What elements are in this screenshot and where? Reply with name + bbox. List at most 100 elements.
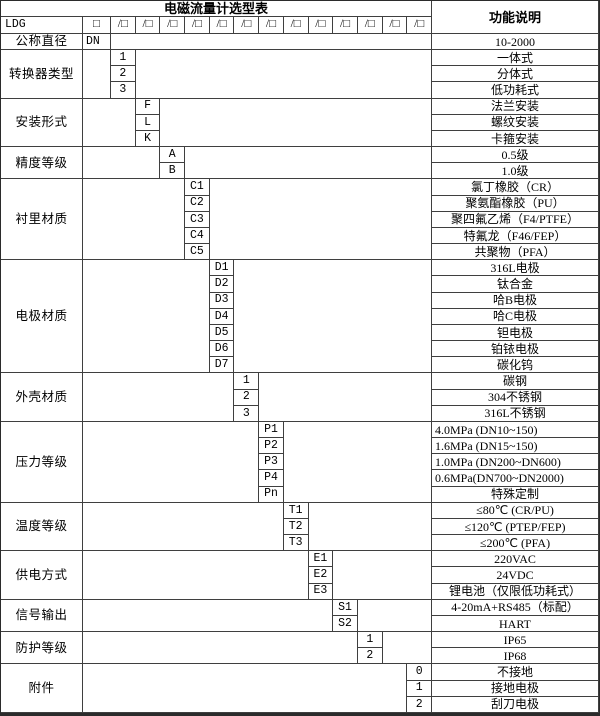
code-slot-cell: /□ [259, 17, 284, 34]
desc-cell: 1.6MPa (DN15~150) [432, 438, 599, 455]
code-cell: P2 [259, 438, 284, 455]
code-cell: D2 [209, 276, 235, 293]
desc-cell: 4.0MPa (DN10~150) [432, 421, 599, 439]
desc-cell: 1.0级 [432, 163, 599, 180]
code-cell: 1 [111, 50, 136, 67]
desc-cell: 一体式 [432, 50, 599, 67]
code-cell: D3 [209, 292, 235, 309]
filler-cell [160, 98, 432, 148]
desc-cell: 哈C电极 [432, 308, 599, 325]
desc-cell: 铂铱电极 [432, 341, 599, 358]
code-slot-cell: /□ [209, 17, 235, 34]
desc-cell: 10-2000 [432, 34, 599, 51]
group-label: 转换器类型 [1, 50, 83, 99]
code-cell: T2 [283, 518, 309, 536]
desc-cell: HART [432, 615, 599, 633]
desc-cell: 钽电极 [432, 324, 599, 342]
code-cell: S2 [333, 615, 358, 633]
code-cell: C2 [185, 195, 210, 212]
filler-cell [83, 599, 334, 633]
code-slot-cell: /□ [407, 17, 432, 34]
code-cell: D4 [209, 308, 235, 325]
filler-cell [83, 50, 111, 99]
code-cell: P4 [259, 470, 284, 487]
desc-cell: 316L电极 [432, 260, 599, 277]
group-label: 附件 [1, 664, 83, 713]
code-cell: 1 [357, 632, 383, 649]
code-slot-cell: /□ [382, 17, 408, 34]
desc-cell: 哈B电极 [432, 292, 599, 309]
filler-cell [283, 421, 432, 503]
code-cell: 2 [111, 66, 136, 83]
filler-cell [185, 147, 432, 180]
desc-cell: 碳化钨 [432, 357, 599, 374]
code-cell: B [160, 163, 186, 180]
desc-cell: 低功耗式 [432, 82, 599, 99]
code-slot-cell: /□ [160, 17, 186, 34]
filler-cell [83, 98, 136, 148]
code-slot-cell: /□ [357, 17, 383, 34]
code-cell: C5 [185, 244, 210, 261]
desc-cell: 不接地 [432, 664, 599, 681]
desc-cell: IP65 [432, 632, 599, 649]
code-cell: D1 [209, 260, 235, 277]
desc-cell: 4-20mA+RS485（标配） [432, 599, 599, 616]
desc-cell: 316L不锈钢 [432, 405, 599, 422]
filler-cell [135, 50, 432, 99]
filler-cell [83, 551, 309, 600]
code-slot-cell: /□ [185, 17, 210, 34]
filler-cell [209, 179, 432, 261]
code-cell: E1 [308, 551, 334, 568]
desc-cell: ≤80℃ (CR/PU) [432, 502, 599, 519]
desc-cell: 1.0MPa (DN200~DN600) [432, 454, 599, 471]
filler-cell [83, 632, 358, 665]
filler-cell [83, 664, 408, 713]
filler-cell [83, 179, 186, 261]
desc-cell: 氯丁橡胶（CR） [432, 179, 599, 196]
code-cell: 3 [111, 82, 136, 99]
desc-cell: 0.5级 [432, 147, 599, 164]
table-title: 电磁流量计选型表 [1, 1, 432, 17]
desc-cell: 聚四氟乙烯（F4/PTFE） [432, 211, 599, 228]
group-label: 精度等级 [1, 147, 83, 180]
code-cell: T3 [283, 535, 309, 552]
code-slot-cell: /□ [308, 17, 334, 34]
code-cell: L [135, 114, 161, 131]
code-slot-cell: /□ [111, 17, 136, 34]
code-cell: D5 [209, 324, 235, 342]
code-slot-cell: /□ [234, 17, 260, 34]
filler-cell [83, 502, 284, 552]
code-cell: C3 [185, 211, 210, 228]
code-cell: 3 [234, 405, 260, 422]
filler-cell [83, 260, 210, 374]
code-cell: D6 [209, 341, 235, 358]
code-cell: S1 [333, 599, 358, 616]
code-cell: DN [83, 34, 111, 51]
desc-cell: 碳钢 [432, 373, 599, 390]
filler-cell [234, 260, 432, 374]
group-label: 安装形式 [1, 98, 83, 148]
function-column-header: 功能说明 [432, 1, 599, 34]
desc-cell: 刮刀电极 [432, 696, 599, 713]
desc-cell: 钛合金 [432, 276, 599, 293]
desc-cell: 接地电极 [432, 680, 599, 697]
desc-cell: ≤120℃ (PTEP/FEP) [432, 518, 599, 536]
group-label: 温度等级 [1, 502, 83, 552]
desc-cell: 锂电池（仅限低功耗式） [432, 583, 599, 600]
desc-cell: 特氟龙（F46/FEP） [432, 227, 599, 245]
desc-cell: 法兰安装 [432, 98, 599, 115]
filler-cell [308, 502, 432, 552]
group-label: 衬里材质 [1, 179, 83, 261]
code-cell: C4 [185, 227, 210, 245]
code-slot-cell: /□ [283, 17, 309, 34]
code-box-cell: □ [83, 17, 111, 34]
code-cell: 2 [407, 696, 432, 713]
code-cell: 2 [357, 648, 383, 665]
code-cell: 2 [234, 389, 260, 406]
desc-cell: 特殊定制 [432, 486, 599, 503]
filler-cell [83, 147, 161, 180]
filler-cell [83, 373, 235, 422]
group-label: 压力等级 [1, 421, 83, 503]
desc-cell: 304不锈钢 [432, 389, 599, 406]
code-slot-cell: /□ [333, 17, 358, 34]
